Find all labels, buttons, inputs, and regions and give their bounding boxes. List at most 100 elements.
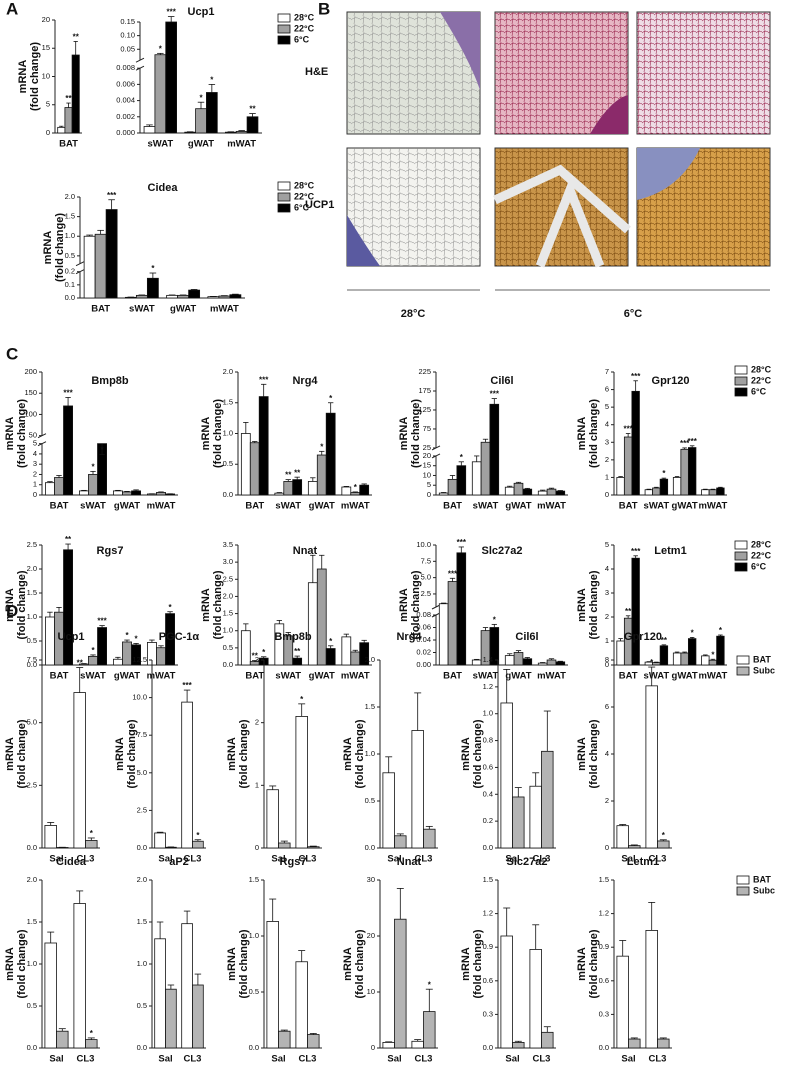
y-axis-label: mRNA xyxy=(42,231,54,265)
bar xyxy=(207,296,220,299)
y-tick-label: 0.0 xyxy=(137,1043,147,1052)
y-tick-label: 10 xyxy=(42,71,50,80)
significance: * xyxy=(196,831,200,840)
legend-swatch xyxy=(736,886,750,896)
bar xyxy=(292,479,303,496)
y-axis-label: (fold change) xyxy=(212,570,224,639)
y-axis-label: (fold change) xyxy=(16,570,28,639)
y-tick-label: 200 xyxy=(24,367,37,376)
significance: *** xyxy=(687,437,697,446)
y-axis-label: (fold change) xyxy=(410,570,422,639)
y-tick-label: 0.8 xyxy=(483,736,493,745)
bar xyxy=(716,635,725,666)
x-tick-label: sWAT xyxy=(473,671,499,682)
y-tick-label: 1.5 xyxy=(27,588,37,597)
legend-swatch xyxy=(734,365,748,375)
bar xyxy=(156,492,166,496)
y-tick-label: 4 xyxy=(33,449,37,458)
legend-label: Subc xyxy=(753,885,775,895)
legend-swatch xyxy=(734,387,748,397)
significance: * xyxy=(151,264,155,273)
bar xyxy=(616,955,629,1049)
bar xyxy=(628,845,641,849)
y-tick-label: 10.0 xyxy=(416,540,431,549)
y-axis-label: (fold change) xyxy=(16,399,28,468)
y-tick-label: 10 xyxy=(367,987,375,996)
bar xyxy=(165,988,177,1049)
x-tick-label: gWAT xyxy=(505,671,531,682)
y-tick-label: 0 xyxy=(255,843,259,852)
bar xyxy=(54,477,64,496)
significance: ** xyxy=(252,652,259,661)
bar xyxy=(195,108,207,134)
y-tick-label: 0.1 xyxy=(65,280,75,289)
y-tick-label: 5 xyxy=(33,439,37,448)
bar xyxy=(218,295,231,299)
y-tick-label: 0 xyxy=(33,490,37,499)
significance: *** xyxy=(680,439,690,448)
chart-title: Gpr120 xyxy=(624,631,662,643)
y-tick-label: 0.2 xyxy=(65,267,75,276)
y-tick-label: 0.0 xyxy=(483,1043,493,1052)
bar xyxy=(537,662,548,666)
bar xyxy=(88,474,98,496)
chart: 0.0 0.1 0.2 0.5 1.0 1.5 2.0 BAT *** sWAT * gWAT mWAT… xyxy=(42,180,315,314)
y-tick-label: 0.0 xyxy=(27,843,37,852)
x-tick-label: mWAT xyxy=(227,139,256,150)
legend-swatch xyxy=(277,203,291,213)
y-axis-label: (fold change) xyxy=(16,929,28,998)
y-tick-label: 15 xyxy=(423,461,431,470)
bar xyxy=(154,938,166,1049)
y-tick-label: 0.008 xyxy=(116,63,135,72)
y-tick-label: 1 xyxy=(605,472,609,481)
y-tick-label: 0.6 xyxy=(483,762,493,771)
y-tick-label: 4 xyxy=(605,749,609,758)
significance: * xyxy=(460,453,464,462)
micrograph-detail xyxy=(347,215,380,266)
bar xyxy=(325,648,336,666)
chart-title: Ucp1 xyxy=(188,6,215,18)
y-tick-label: 75 xyxy=(423,424,431,433)
y-axis-label: (fold change) xyxy=(588,719,600,788)
y-tick-label: 0.5 xyxy=(137,1001,147,1010)
chart: 0.0 0.2 0.4 0.6 0.8 1.0 1.2 1.4 Sal CL3 Cil6l mRNA(… xyxy=(460,631,556,865)
bar xyxy=(325,412,336,496)
legend-label: BAT xyxy=(753,654,771,664)
bar xyxy=(652,487,661,496)
chart-title: Cil6l xyxy=(490,375,513,387)
bar xyxy=(708,659,718,666)
y-axis-label: mRNA xyxy=(114,737,126,771)
y-tick-label: 20 xyxy=(42,15,50,24)
chart: 0.0 0.5 1.0 1.5 2.0 Sal CL3 * Cidea mRNA (fold cha… xyxy=(4,856,100,1065)
bar xyxy=(512,796,525,849)
y-axis-label: (fold change) xyxy=(29,42,41,111)
y-tick-label: 2.0 xyxy=(365,655,375,664)
legend-label: 6°C xyxy=(294,34,310,44)
y-tick-label: 7 xyxy=(605,367,609,376)
bar xyxy=(513,482,524,496)
significance: ** xyxy=(285,471,292,480)
x-tick-label: CL3 xyxy=(415,854,433,865)
chart-title: Nnat xyxy=(397,856,422,868)
axis-break xyxy=(37,433,47,439)
significance: * xyxy=(329,394,333,403)
bar xyxy=(97,627,107,666)
y-tick-label: 2 xyxy=(255,718,259,727)
y-axis-label: mRNA xyxy=(398,588,410,622)
y-tick-label: 2.0 xyxy=(27,564,37,573)
x-tick-label: CL3 xyxy=(533,854,551,865)
y-tick-label: 0.15 xyxy=(120,17,135,26)
y-tick-label: 0.08 xyxy=(416,610,431,619)
x-tick-label: Sal xyxy=(158,854,172,865)
x-tick-label: gWAT xyxy=(309,671,335,682)
significance: *** xyxy=(623,425,633,434)
chart-title: Letm1 xyxy=(627,856,659,868)
x-tick-label: CL3 xyxy=(649,1054,667,1064)
y-tick-label: 0.0 xyxy=(65,293,75,302)
y-axis-label: mRNA xyxy=(576,737,588,771)
